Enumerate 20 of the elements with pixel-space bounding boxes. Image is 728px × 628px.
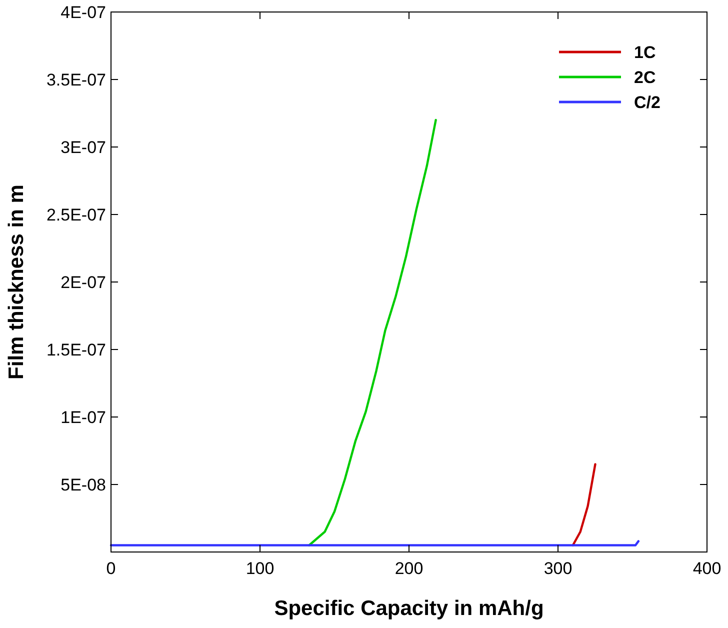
legend-label: 1C — [634, 42, 656, 62]
x-tick-label: 100 — [246, 559, 274, 578]
legend-label: 2C — [634, 68, 656, 87]
x-tick-label: 300 — [544, 559, 572, 578]
x-axis-title: Specific Capacity in mAh/g — [274, 597, 544, 620]
x-tick-label: 400 — [692, 559, 722, 578]
y-tick-label: 5E-08 — [60, 475, 106, 494]
x-tick-label: 0 — [106, 559, 116, 578]
y-tick-label: 2E-07 — [60, 272, 106, 292]
y-tick-label: 1E-07 — [60, 408, 106, 427]
y-tick-label: 4E-07 — [60, 2, 106, 22]
y-tick-label: 3.5E-07 — [46, 70, 106, 90]
y-tick-label: 3E-07 — [60, 138, 106, 157]
legend-label: C/2 — [634, 92, 660, 112]
line-series — [308, 118, 437, 546]
line-series — [572, 463, 596, 546]
y-tick-label: 2.5E-07 — [46, 205, 106, 224]
y-tick-label: 1.5E-07 — [46, 340, 106, 360]
y-axis-title: Film thickness in m — [5, 184, 28, 380]
x-tick-label: 200 — [394, 559, 424, 578]
